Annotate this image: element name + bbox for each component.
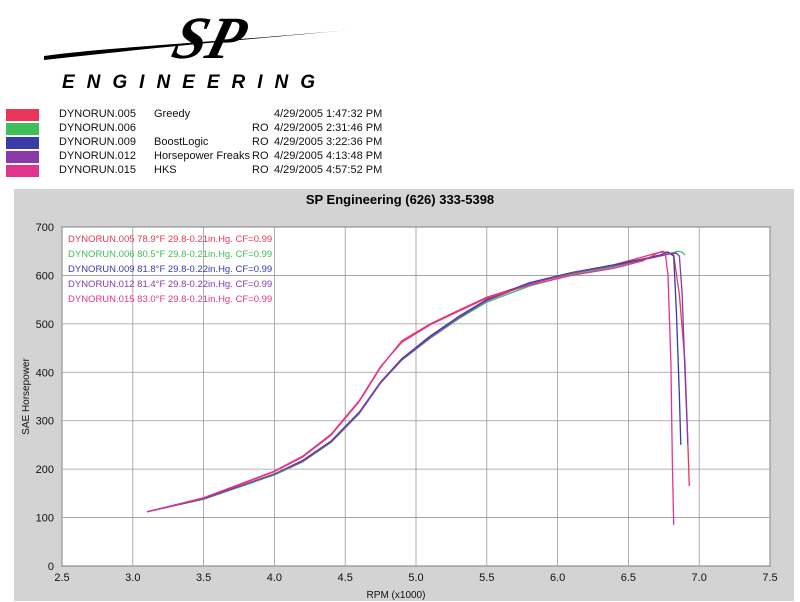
legend-swatch <box>6 165 39 177</box>
y-tick-label: 500 <box>36 319 54 331</box>
x-tick-label: 2.5 <box>54 572 69 584</box>
sp-engineering-logo: SP ENGINEERING <box>44 6 350 93</box>
x-tick-label: 5.5 <box>479 572 494 584</box>
y-tick-label: 400 <box>36 367 54 379</box>
legend-description: Greedy <box>154 108 191 120</box>
legend-description: BoostLogic <box>154 136 209 148</box>
x-tick-label: 6.0 <box>550 572 565 584</box>
chart-annotation: DYNORUN.006 80.5°F 29.8-0.21in.Hg. CF=0.… <box>68 249 272 260</box>
y-tick-label: 200 <box>36 464 54 476</box>
legend-swatch <box>6 137 39 149</box>
x-tick-label: 5.0 <box>408 572 423 584</box>
y-tick-label: 700 <box>36 222 54 234</box>
x-tick-label: 4.0 <box>267 572 282 584</box>
series-line-dynorun-015 <box>146 250 675 525</box>
legend-run-name: DYNORUN.015 <box>59 164 137 176</box>
legend-ro: RO <box>252 122 269 134</box>
legend-ro: RO <box>252 136 269 148</box>
legend-run-name: DYNORUN.012 <box>59 150 137 162</box>
x-tick-label: 3.5 <box>196 572 211 584</box>
series-line-dynorun-009 <box>146 251 682 513</box>
chart-annotation: DYNORUN.012 81.4°F 29.8-0.22in.Hg. CF=0.… <box>68 279 272 290</box>
legend-description: Horsepower Freaks <box>154 150 250 162</box>
y-axis-label: SAE Horsepower <box>21 357 32 434</box>
y-tick-label: 600 <box>36 270 54 282</box>
y-tick-label: 0 <box>48 561 54 573</box>
legend-date: 4/29/2005 4:13:48 PM <box>274 150 383 162</box>
y-tick-label: 100 <box>36 513 54 525</box>
legend-ro: RO <box>252 164 269 176</box>
chart-title: SP Engineering (626) 333-5398 <box>305 192 495 207</box>
legend-date: 4/29/2005 3:22:36 PM <box>274 136 383 148</box>
legend-swatch <box>6 109 39 121</box>
x-tick-label: 7.0 <box>692 572 707 584</box>
legend-run-name: DYNORUN.006 <box>59 122 137 134</box>
legend-ro: RO <box>252 150 269 162</box>
y-tick-label: 300 <box>36 416 54 428</box>
x-axis-label: RPM (x1000) <box>367 590 426 601</box>
legend-date: 4/29/2005 2:31:46 PM <box>274 122 383 134</box>
x-tick-label: 3.0 <box>125 572 140 584</box>
logo-wordmark: ENGINEERING <box>62 72 327 93</box>
legend-description: HKS <box>154 164 177 176</box>
chart-annotation: DYNORUN.005 78.9°F 29.8-0.21in.Hg. CF=0.… <box>68 234 272 245</box>
legend-swatch <box>6 151 39 163</box>
series-line-dynorun-005 <box>146 251 690 513</box>
chart-annotation: DYNORUN.009 81.8°F 29.8-0.22in.Hg. CF=0.… <box>68 264 272 275</box>
legend-swatch <box>6 123 39 135</box>
legend-date: 4/29/2005 1:47:32 PM <box>274 108 383 120</box>
x-tick-label: 7.5 <box>762 572 777 584</box>
legend-date: 4/29/2005 4:57:52 PM <box>274 164 383 176</box>
legend-run-name: DYNORUN.005 <box>59 108 137 120</box>
legend-run-name: DYNORUN.009 <box>59 136 137 148</box>
x-tick-label: 6.5 <box>621 572 636 584</box>
x-tick-label: 4.5 <box>338 572 353 584</box>
chart-annotation: DYNORUN.015 83.0°F 29.8-0.21in.Hg. CF=0.… <box>68 294 272 305</box>
